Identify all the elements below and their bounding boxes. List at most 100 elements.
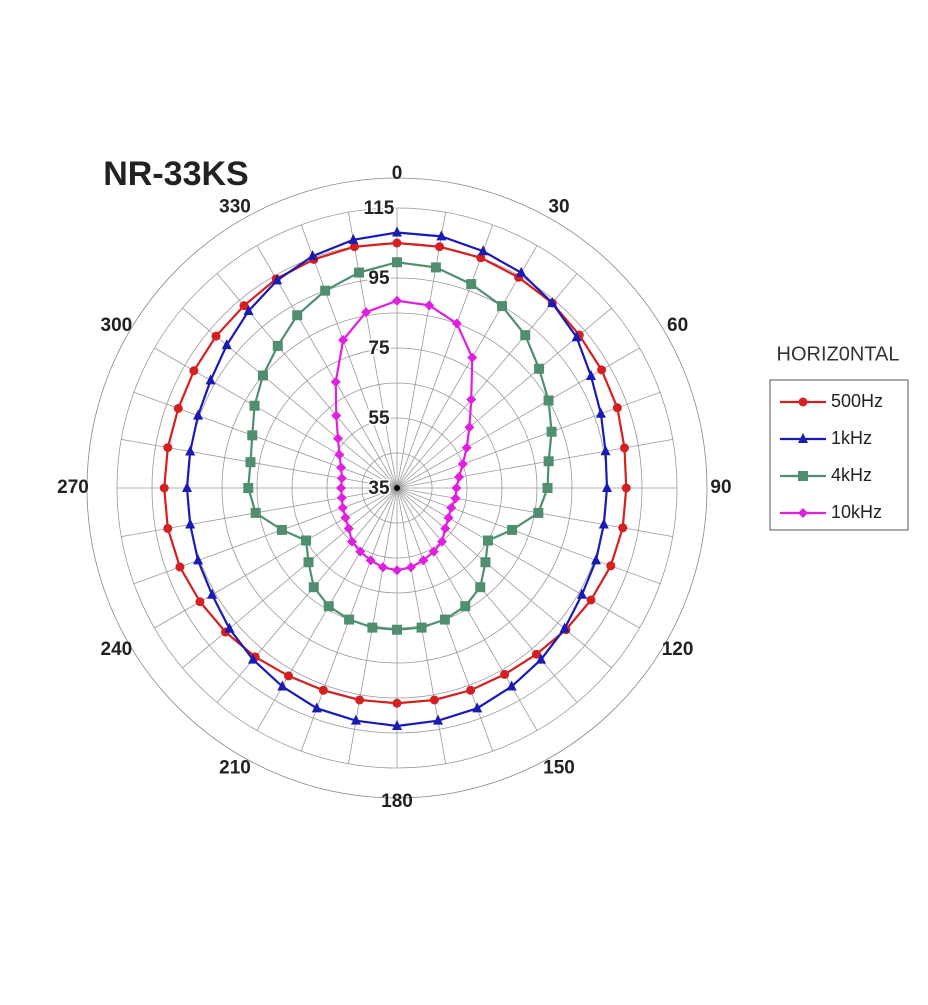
angle-label: 150 <box>543 758 575 779</box>
grid-spoke <box>347 212 398 489</box>
marker <box>392 720 402 730</box>
grid-spoke <box>133 391 398 489</box>
angle-label: 120 <box>662 639 694 660</box>
grid-spoke <box>154 487 398 629</box>
marker <box>439 614 450 625</box>
marker <box>330 376 341 387</box>
marker <box>347 536 358 547</box>
marker <box>193 554 204 565</box>
grid-spoke <box>182 487 398 669</box>
marker <box>547 297 558 308</box>
marker <box>798 471 808 481</box>
marker <box>224 622 235 633</box>
marker <box>571 331 582 342</box>
marker <box>318 685 328 695</box>
marker <box>276 524 287 535</box>
marker <box>207 588 218 599</box>
marker <box>354 267 365 278</box>
marker <box>272 274 283 285</box>
marker <box>392 565 402 576</box>
marker <box>392 238 402 248</box>
marker <box>221 339 232 350</box>
marker <box>344 614 355 625</box>
marker <box>250 507 261 518</box>
marker <box>600 445 611 456</box>
marker <box>245 457 256 468</box>
radial-label: 75 <box>368 338 390 359</box>
marker <box>185 518 196 529</box>
center-dot <box>394 485 400 491</box>
marker <box>416 622 427 633</box>
marker <box>355 546 366 557</box>
radial-label: 95 <box>368 268 390 289</box>
marker <box>248 653 259 664</box>
marker <box>307 250 318 261</box>
angle-label: 240 <box>101 639 133 660</box>
marker <box>446 502 457 513</box>
marker <box>543 395 554 406</box>
legend-label: 1kHz <box>831 428 872 448</box>
angle-label: 210 <box>219 758 251 779</box>
angle-label: 270 <box>57 477 89 498</box>
marker <box>597 365 607 375</box>
marker <box>435 242 445 252</box>
marker <box>247 430 258 441</box>
marker <box>500 669 510 679</box>
marker <box>205 374 216 385</box>
marker <box>331 410 342 421</box>
marker <box>392 698 402 708</box>
marker <box>433 714 444 725</box>
marker <box>163 523 173 533</box>
marker <box>466 394 477 405</box>
marker <box>598 518 609 529</box>
marker <box>338 334 349 345</box>
grid-spoke <box>396 212 447 489</box>
marker <box>531 649 541 659</box>
outer-ring <box>86 177 708 799</box>
marker <box>478 245 489 256</box>
marker <box>392 295 402 306</box>
grid-spoke <box>256 245 398 489</box>
grid-spoke <box>396 487 640 629</box>
marker <box>185 445 196 456</box>
marker <box>378 562 389 573</box>
marker <box>535 653 546 664</box>
marker <box>475 582 486 593</box>
marker <box>323 601 334 612</box>
grid-spoke <box>216 487 398 703</box>
radial-label: 35 <box>368 478 390 499</box>
legend-box <box>769 379 909 531</box>
legend-label: 10kHz <box>831 502 882 522</box>
chart-title: NR-33KS <box>103 155 248 193</box>
marker <box>336 462 347 473</box>
marker <box>586 595 596 605</box>
marker <box>211 331 221 341</box>
marker <box>361 307 372 318</box>
marker <box>798 508 808 518</box>
marker <box>507 524 518 535</box>
marker <box>454 472 465 483</box>
marker <box>429 695 439 705</box>
angle-label: 300 <box>101 315 133 336</box>
marker <box>340 512 351 523</box>
marker <box>428 546 439 557</box>
marker <box>284 671 293 681</box>
marker <box>418 555 429 566</box>
marker <box>348 233 359 244</box>
marker <box>436 230 447 241</box>
grid-spoke <box>396 273 578 489</box>
angle-label: 0 <box>392 163 403 184</box>
marker <box>612 403 622 413</box>
marker <box>349 242 359 252</box>
marker <box>618 523 628 533</box>
marker <box>182 482 192 492</box>
marker <box>602 482 612 492</box>
marker <box>595 407 606 418</box>
marker <box>189 366 199 376</box>
marker <box>457 459 468 470</box>
angle-label: 180 <box>381 791 413 812</box>
marker <box>543 456 554 467</box>
marker <box>303 557 314 568</box>
marker <box>466 685 476 695</box>
